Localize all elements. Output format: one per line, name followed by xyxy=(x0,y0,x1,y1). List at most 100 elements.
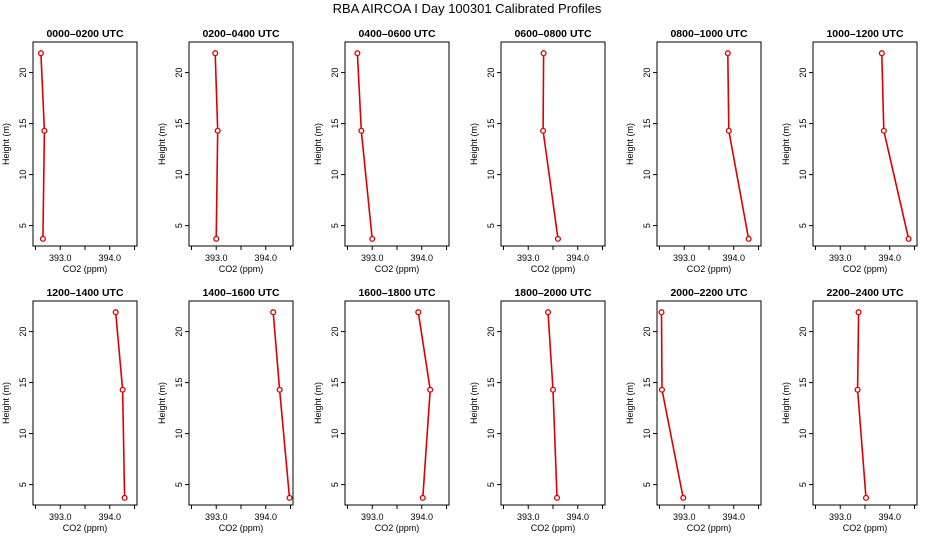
data-point xyxy=(554,235,562,242)
y-tick-label: 20 xyxy=(642,327,652,337)
plot-frame xyxy=(188,41,294,247)
y-axis-label: Height (m) xyxy=(625,382,635,424)
profile-line xyxy=(727,53,750,240)
x-tick-label: 394.0 xyxy=(254,253,277,263)
y-tick-label: 10 xyxy=(18,429,28,439)
profile-line xyxy=(856,312,867,498)
data-point xyxy=(905,235,912,242)
plot-frame xyxy=(344,41,450,247)
y-tick-label: 10 xyxy=(330,170,340,180)
y-tick-label: 15 xyxy=(798,119,808,129)
panel-title: 1000–1200 UTC xyxy=(826,28,903,40)
x-tick-label: 393.0 xyxy=(673,512,696,522)
y-tick-label: 10 xyxy=(486,170,496,180)
x-tick-label: 394.0 xyxy=(254,512,277,522)
panel-title: 2000–2200 UTC xyxy=(670,287,747,299)
y-axis-label: Height (m) xyxy=(625,123,635,165)
data-point xyxy=(212,50,219,57)
panel-title: 1400–1600 UTC xyxy=(202,287,279,299)
x-tick-label: 393.0 xyxy=(517,512,540,522)
x-axis-label: CO2 (ppm) xyxy=(843,264,888,274)
y-axis-label: Height (m) xyxy=(469,382,479,424)
x-tick-label: 394.0 xyxy=(98,253,121,263)
y-axis-label: Height (m) xyxy=(1,123,11,165)
data-point xyxy=(214,127,221,134)
y-axis-label: Height (m) xyxy=(313,382,323,424)
profile-line xyxy=(881,53,910,240)
x-tick-label: 394.0 xyxy=(410,253,433,263)
data-point xyxy=(658,309,665,316)
y-tick-label: 10 xyxy=(174,170,184,180)
x-tick-label: 394.0 xyxy=(722,253,745,263)
profile-line xyxy=(272,312,291,498)
plot-frame xyxy=(812,41,918,247)
x-axis-label: CO2 (ppm) xyxy=(531,523,576,533)
y-tick-label: 20 xyxy=(486,327,496,337)
data-point xyxy=(415,309,422,316)
y-tick-label: 15 xyxy=(486,378,496,388)
x-tick-label: 393.0 xyxy=(49,512,72,522)
x-tick-label: 393.0 xyxy=(829,512,852,522)
data-point xyxy=(724,50,731,57)
y-tick-label: 20 xyxy=(174,327,184,337)
profile-line xyxy=(40,53,46,239)
x-axis-label: CO2 (ppm) xyxy=(63,523,108,533)
x-tick-label: 394.0 xyxy=(566,512,589,522)
profile-line xyxy=(356,53,373,239)
data-point xyxy=(369,235,376,242)
y-axis-label: Height (m) xyxy=(157,123,167,165)
y-tick-label: 15 xyxy=(174,119,184,129)
profile-line xyxy=(542,53,559,240)
panel-title: 0800–1000 UTC xyxy=(670,28,747,40)
y-axis-label: Height (m) xyxy=(313,123,323,165)
data-point xyxy=(862,494,870,501)
y-tick-label: 5 xyxy=(330,223,340,228)
x-tick-label: 394.0 xyxy=(410,512,433,522)
profile-line xyxy=(114,312,126,498)
y-tick-label: 15 xyxy=(174,378,184,388)
y-tick-label: 20 xyxy=(486,68,496,78)
data-point xyxy=(725,127,732,134)
x-tick-label: 393.0 xyxy=(673,253,696,263)
x-axis-label: CO2 (ppm) xyxy=(687,264,732,274)
y-axis-label: Height (m) xyxy=(781,382,791,424)
panel-title: 2200–2400 UTC xyxy=(826,287,903,299)
data-point xyxy=(878,50,885,57)
data-point xyxy=(112,309,119,316)
x-axis-label: CO2 (ppm) xyxy=(375,523,420,533)
x-tick-label: 393.0 xyxy=(49,253,72,263)
data-point xyxy=(854,386,861,393)
x-axis-label: CO2 (ppm) xyxy=(375,264,420,274)
plot-frame xyxy=(32,300,138,506)
data-point xyxy=(119,386,126,393)
data-point xyxy=(213,235,220,242)
panel-title: 0000–0200 UTC xyxy=(46,28,123,40)
data-point xyxy=(276,386,283,393)
data-point xyxy=(553,494,561,501)
y-tick-label: 20 xyxy=(330,68,340,78)
y-tick-label: 5 xyxy=(330,482,340,487)
profile-line xyxy=(417,312,432,498)
data-point xyxy=(544,309,552,316)
data-point xyxy=(121,494,128,501)
plot-frame xyxy=(188,300,294,506)
x-axis-label: CO2 (ppm) xyxy=(531,264,576,274)
x-tick-label: 393.0 xyxy=(517,253,540,263)
x-tick-label: 393.0 xyxy=(361,253,384,263)
panel-title: 0400–0600 UTC xyxy=(358,28,435,40)
y-tick-label: 20 xyxy=(18,327,28,337)
x-tick-label: 394.0 xyxy=(98,512,121,522)
data-point xyxy=(270,309,277,316)
x-axis-label: CO2 (ppm) xyxy=(219,523,264,533)
y-axis-label: Height (m) xyxy=(781,123,791,165)
y-tick-label: 15 xyxy=(642,119,652,129)
